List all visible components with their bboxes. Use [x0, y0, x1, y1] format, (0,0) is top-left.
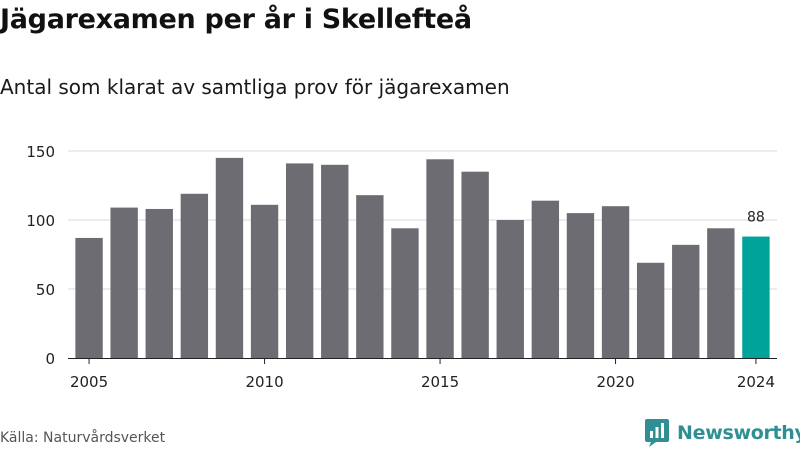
bar [250, 204, 279, 358]
y-tick-label: 100 [26, 212, 55, 230]
bar [566, 213, 595, 358]
bar [145, 208, 173, 358]
bar-highlighted [742, 236, 770, 358]
chart-subtitle: Antal som klarat av samtliga prov för jä… [0, 75, 510, 99]
x-tick-label: 2015 [421, 373, 459, 391]
newsworthy-logo[interactable]: Newsworthy [644, 418, 800, 448]
source-note: Källa: Naturvårdsverket [0, 430, 166, 446]
bar [461, 171, 489, 358]
bar [180, 193, 209, 358]
bar [707, 228, 735, 358]
chart-title: Jägarexamen per år i Skellefteå [0, 4, 472, 35]
bar [531, 200, 560, 358]
brand-name: Newsworthy [677, 422, 800, 444]
bar [110, 207, 138, 358]
bar [601, 206, 630, 358]
bar [672, 244, 700, 358]
y-tick-label: 150 [26, 143, 55, 161]
y-tick-label: 50 [36, 281, 55, 299]
x-tick-label: 2010 [245, 373, 283, 391]
data-label: 88 [747, 210, 765, 226]
bar [391, 228, 419, 358]
y-tick-label: 0 [45, 350, 55, 368]
bar [496, 220, 524, 358]
bar [285, 163, 314, 358]
x-tick-label: 2005 [70, 373, 108, 391]
bar [356, 195, 384, 358]
bar [75, 237, 103, 358]
bar [321, 164, 349, 358]
x-tick-label: 2024 [737, 373, 775, 391]
bar [215, 157, 244, 358]
bar-chart-speech-bubble-icon [645, 419, 669, 447]
x-tick-label: 2020 [596, 373, 634, 391]
bar [636, 262, 665, 358]
bar [426, 159, 454, 358]
